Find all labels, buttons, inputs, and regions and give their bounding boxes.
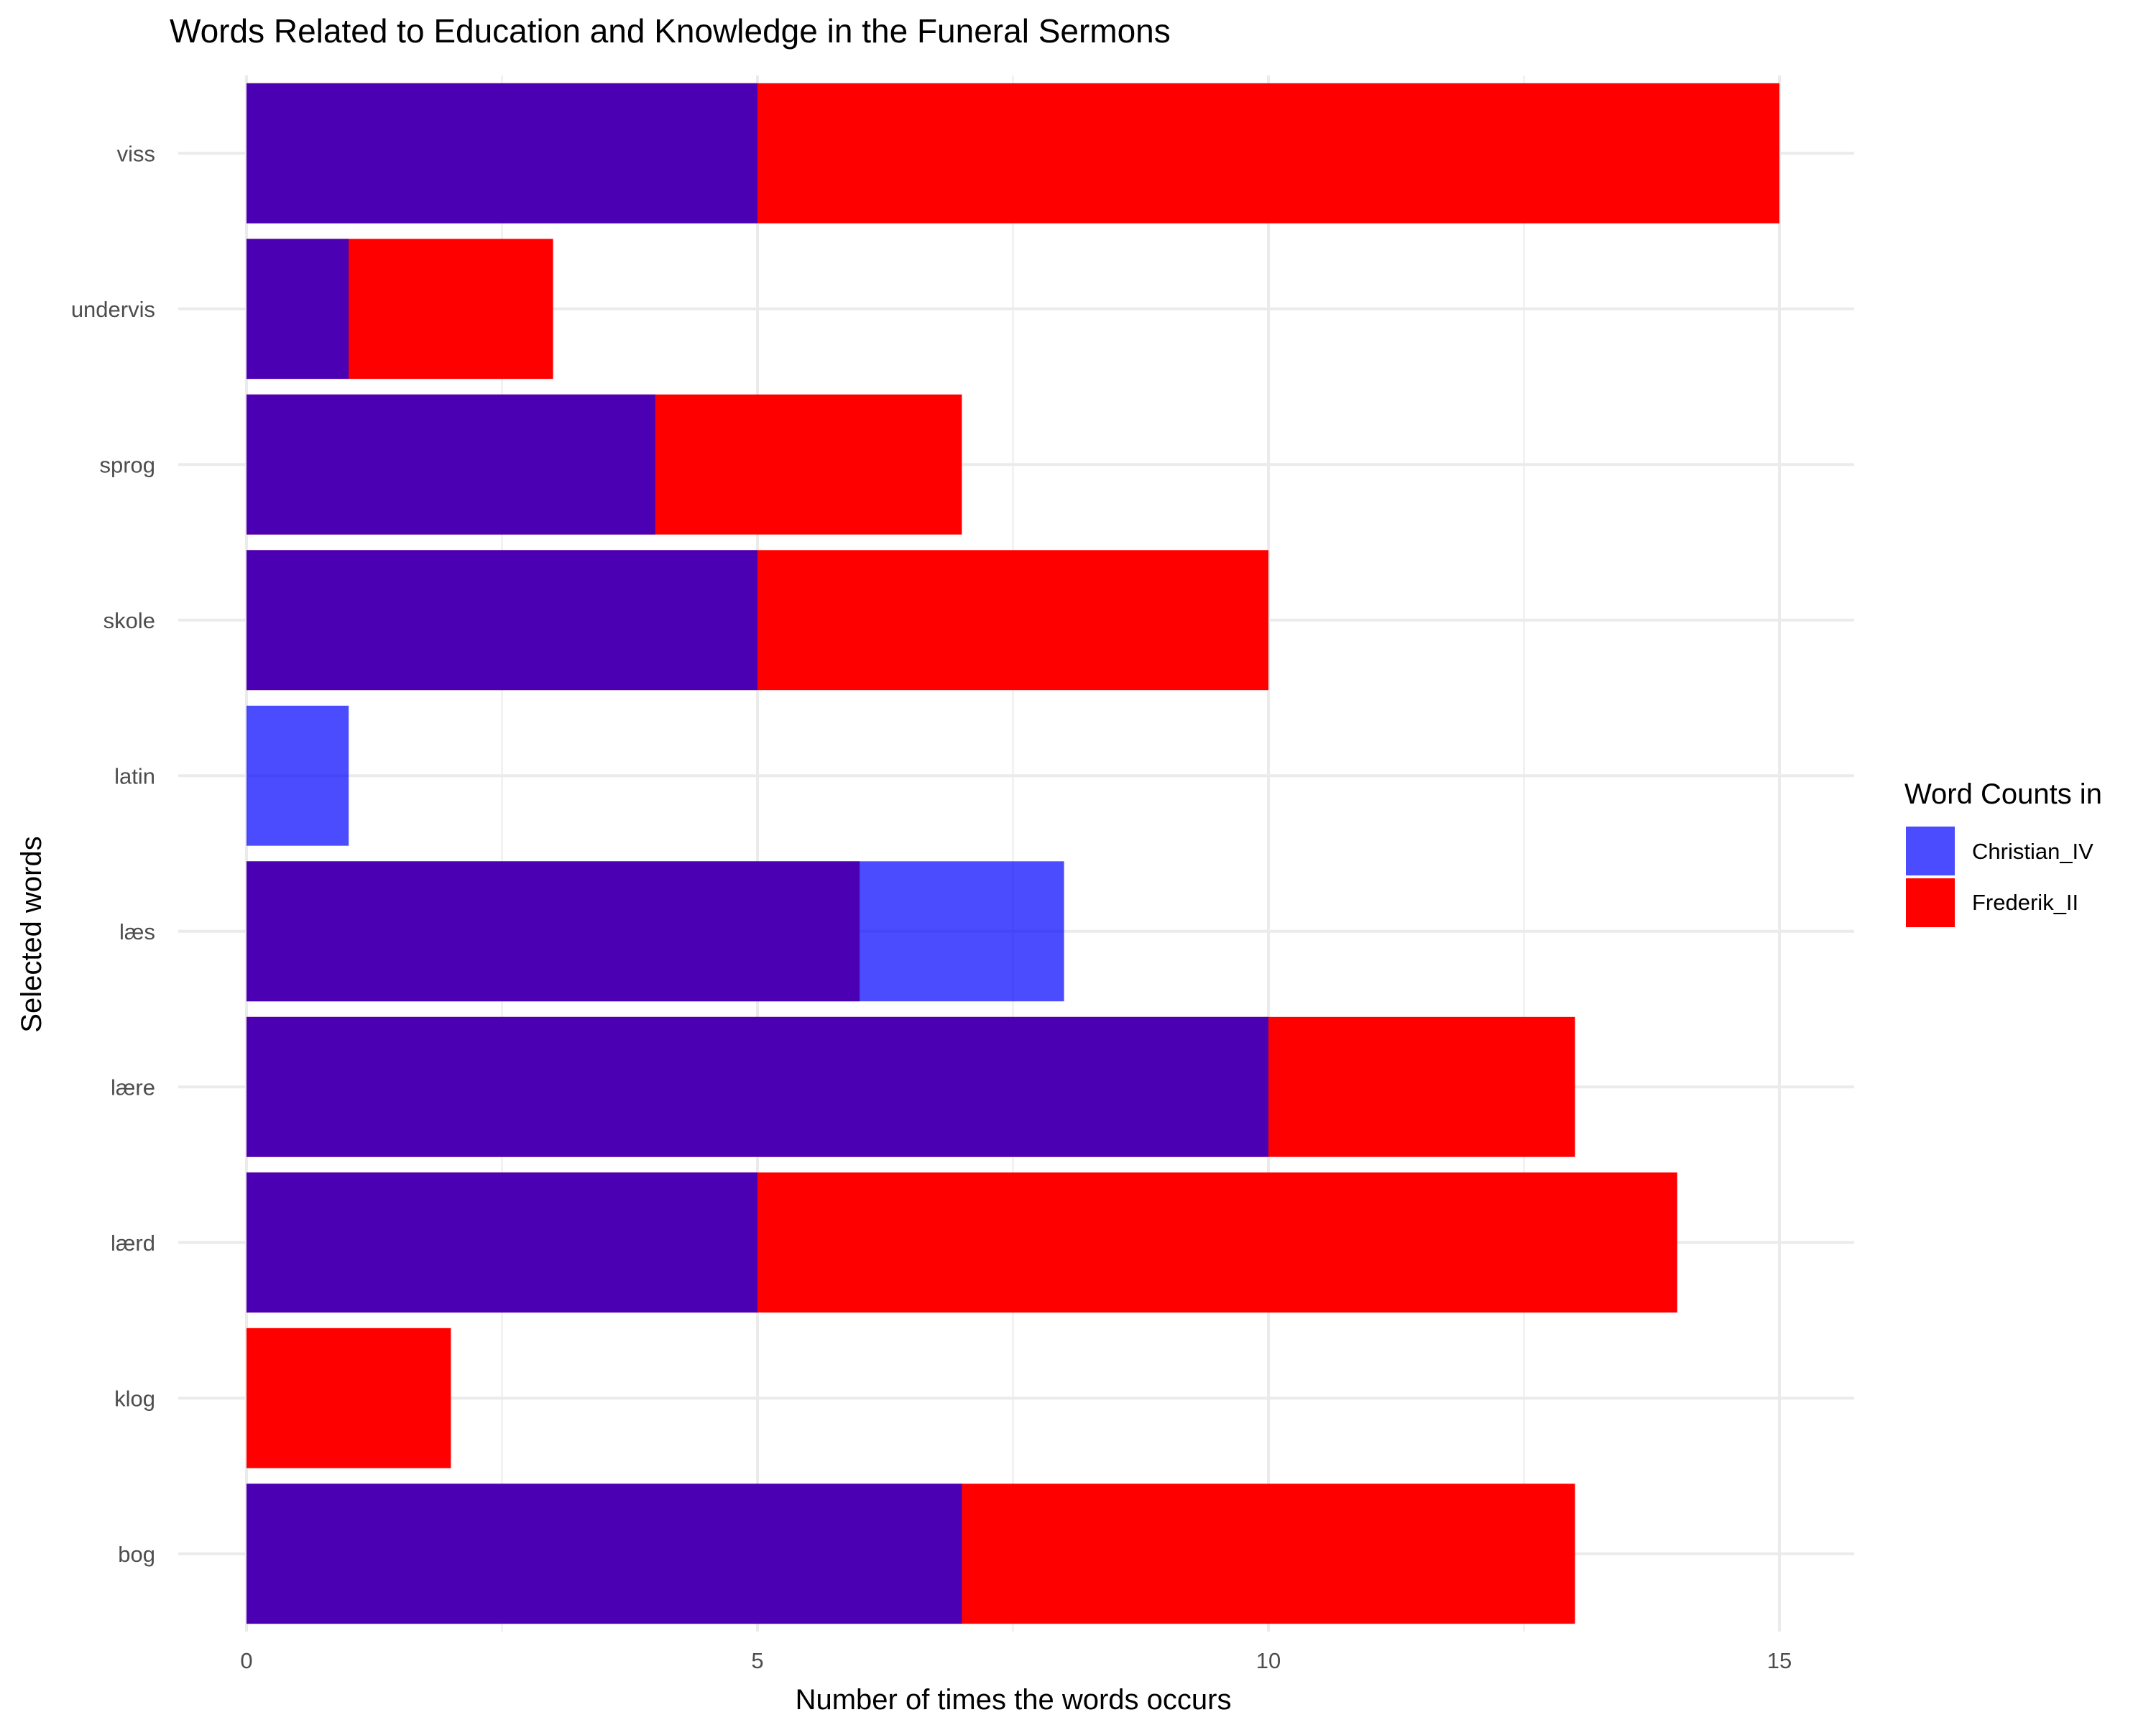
legend-swatch-christian [1906,827,1955,875]
y-tick-label: latin [114,763,155,788]
x-axis-title: Number of times the words occurs [796,1684,1232,1716]
legend: Word Counts in Christian_IV Frederik_II [1904,778,2102,927]
x-tick-labels: 0 5 10 15 [240,1648,1792,1673]
bar-frederik-klog [247,1328,451,1468]
chart-title: Words Related to Education and Knowledge… [170,12,1171,50]
bar-christian-undervis [247,239,349,380]
legend-title: Word Counts in [1904,778,2102,810]
bar-christian-skole [247,550,757,691]
y-tick-labels: bog klog lærd lære læs latin skole sprog undervi… [71,141,155,1567]
y-tick-label: viss [117,141,155,166]
y-tick-label: lære [111,1075,155,1100]
x-tick-label: 5 [751,1648,763,1673]
y-tick-label: klog [114,1386,155,1411]
legend-label-frederik: Frederik_II [1972,890,2078,915]
y-tick-label: bog [118,1542,155,1567]
y-tick-label: lærd [111,1230,155,1256]
y-tick-label: skole [103,608,155,633]
x-tick-label: 0 [240,1648,252,1673]
legend-label-christian: Christian_IV [1972,839,2093,864]
x-tick-label: 10 [1256,1648,1281,1673]
legend-swatch-frederik [1906,878,1955,927]
bar-christian-viss [247,83,757,224]
y-axis-title: Selected words [16,836,47,1032]
bar-christian-lære [247,1016,1268,1157]
christian-bars [247,83,1268,1624]
x-tick-label: 15 [1767,1648,1792,1673]
y-tick-label: læs [119,919,155,944]
y-tick-label: undervis [71,297,155,322]
bar-christian-sprog [247,394,655,535]
bar-christian-latin [247,705,349,846]
bar-christian-bog [247,1484,962,1624]
bar-christian-lærd [247,1172,757,1313]
bar-christian-læs [247,861,1064,1002]
y-tick-label: sprog [99,452,155,477]
